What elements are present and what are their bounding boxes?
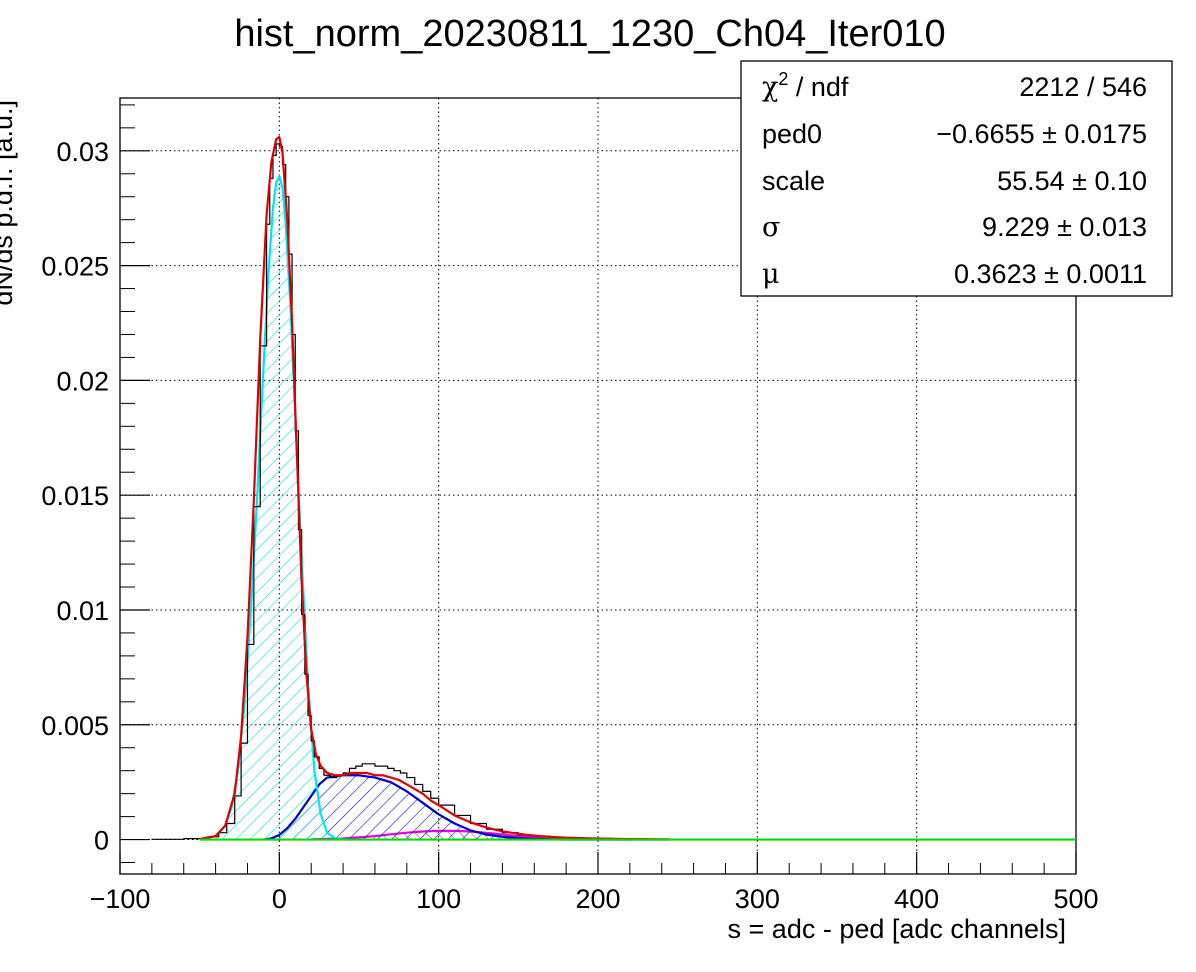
- chart-title: hist_norm_20230811_1230_Ch04_Iter010: [234, 13, 945, 55]
- stats-row-value: 55.54 ± 0.10: [997, 166, 1147, 196]
- x-tick-label: 400: [894, 884, 939, 914]
- stats-box-frame: [740, 60, 1173, 297]
- x-axis-label: s = adc - ped [adc channels]: [728, 914, 1066, 944]
- y-tick-label: 0.03: [56, 137, 109, 167]
- x-tick-label: 500: [1053, 884, 1098, 914]
- axis-ticks: [119, 104, 1077, 874]
- stats-row-label: scale: [762, 166, 825, 196]
- histogram-line: [151, 143, 670, 840]
- one-photoelectron-fill: [263, 775, 630, 840]
- x-tick-label: 0: [272, 884, 287, 914]
- series-layer: [151, 135, 1076, 841]
- x-tick-label: 100: [416, 884, 461, 914]
- stats-row-label: ped0: [762, 119, 822, 149]
- stats-box: χ2 / ndf 2212 / 546 ped0 −0.6655 ± 0.0175 sc…: [740, 60, 1173, 297]
- stats-row-label: σ: [762, 212, 780, 243]
- y-tick-label: 0.01: [56, 596, 109, 626]
- stats-row-value: −0.6655 ± 0.0175: [936, 119, 1147, 149]
- stats-row-label: χ2 / ndf: [762, 69, 849, 103]
- stats-row-value: 0.3623 ± 0.0011: [954, 259, 1147, 289]
- y-tick-label: 0: [94, 826, 109, 856]
- fit-total-line: [199, 135, 670, 841]
- y-tick-label: 0.02: [56, 366, 109, 396]
- stats-row-label: μ: [762, 259, 780, 290]
- stats-row-value: 9.229 ± 0.013: [982, 212, 1147, 242]
- x-tick-labels: −100 0 100 200 300 400 500: [90, 884, 1099, 914]
- y-tick-label: 0.025: [41, 252, 109, 282]
- y-tick-labels: 0 0.005 0.01 0.015 0.02 0.025 0.03: [41, 137, 109, 856]
- pedestal-gaussian-fill: [199, 176, 352, 840]
- y-axis-label: dN/ds p.d.f. [a.u.]: [0, 100, 18, 306]
- x-tick-label: 200: [575, 884, 620, 914]
- stats-row-value: 2212 / 546: [1019, 72, 1147, 102]
- x-tick-label: −100: [90, 884, 151, 914]
- x-tick-label: 300: [735, 884, 780, 914]
- y-tick-label: 0.005: [41, 711, 109, 741]
- y-tick-label: 0.015: [41, 481, 109, 511]
